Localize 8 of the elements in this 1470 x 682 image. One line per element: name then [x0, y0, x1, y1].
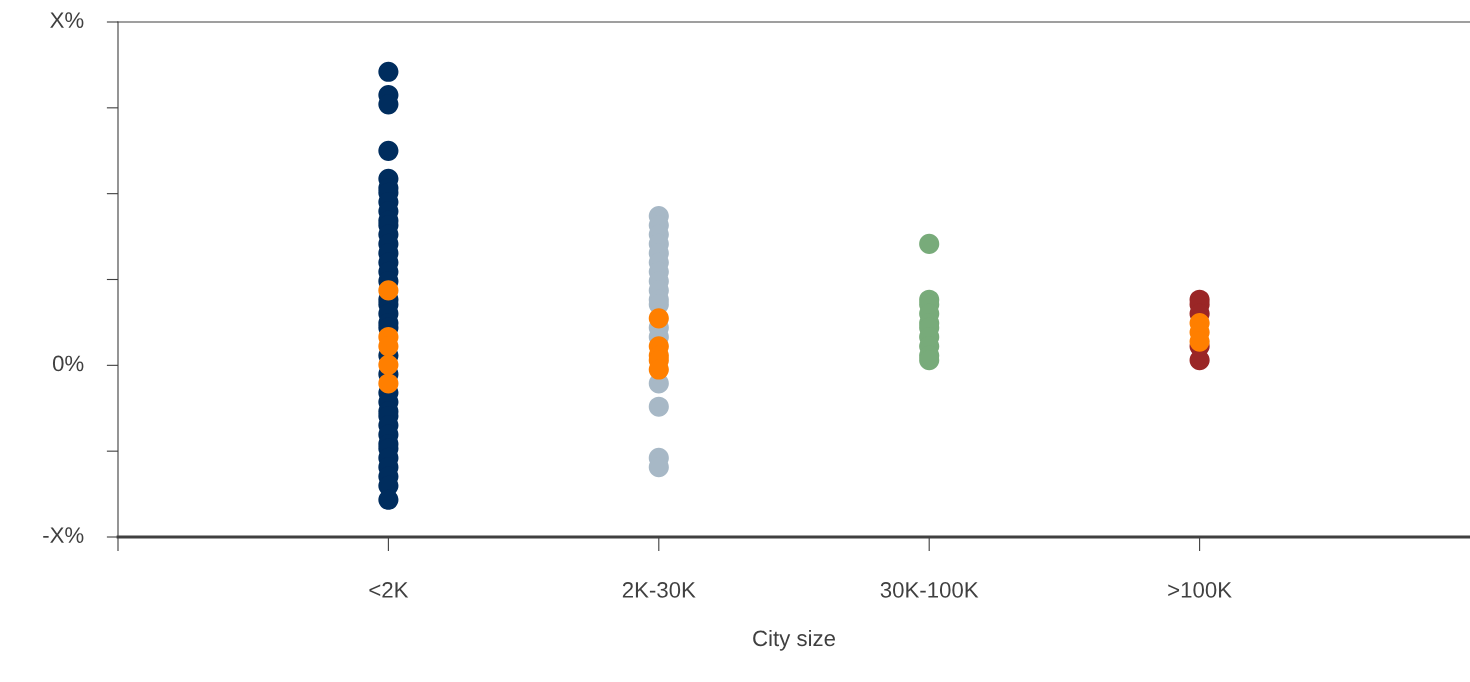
x-tick-label: 2K-30K — [622, 582, 696, 598]
x-tick-label: 30K-100K — [880, 582, 979, 598]
x-axis-title: City size — [753, 629, 835, 651]
x-tick-label: >100K — [1168, 582, 1232, 598]
text: X% — [50, 12, 84, 28]
text: 0% — [52, 355, 84, 372]
text: -X% — [43, 527, 84, 543]
x-tick-label: <2K — [369, 582, 409, 598]
